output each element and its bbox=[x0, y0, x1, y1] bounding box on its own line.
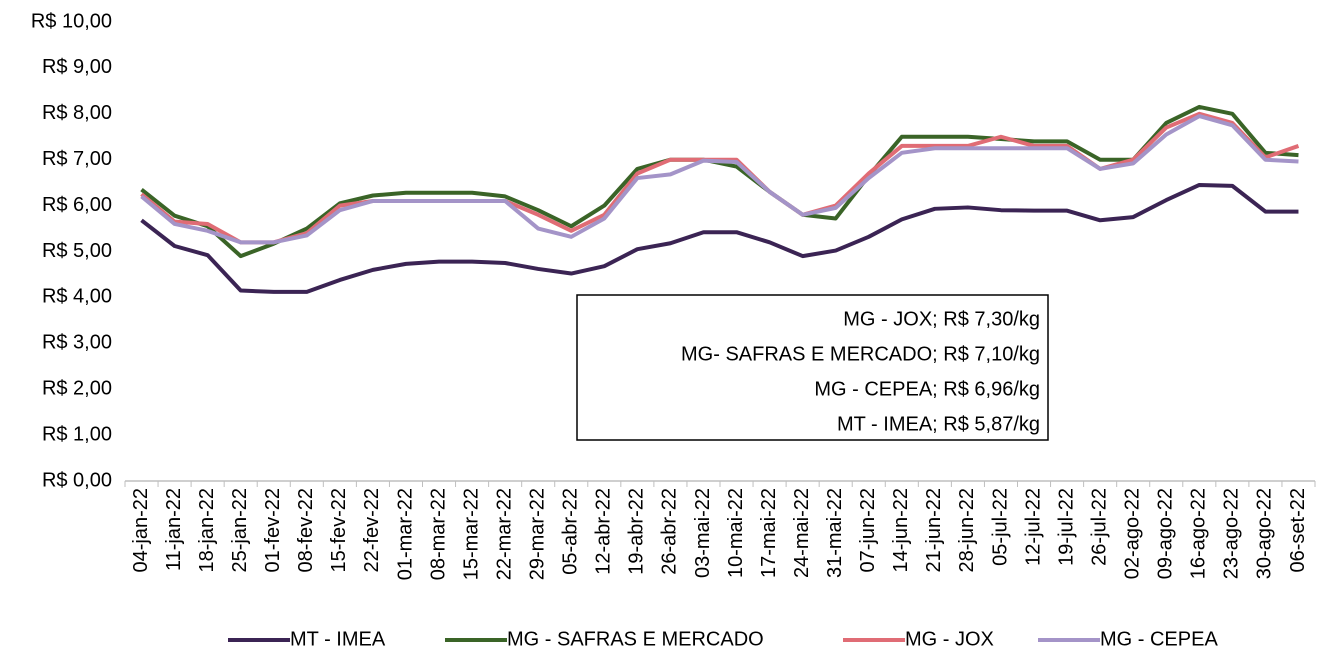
x-tick-label: 15-mar-22 bbox=[460, 488, 482, 580]
x-tick-label: 16-ago-22 bbox=[1188, 488, 1210, 579]
y-tick-label: R$ 9,00 bbox=[42, 56, 112, 78]
x-tick-label: 22-mar-22 bbox=[493, 488, 515, 580]
series-line bbox=[140, 182, 1299, 294]
x-tick-label: 31-mai-22 bbox=[824, 488, 846, 578]
x-tick-label: 24-mai-22 bbox=[791, 488, 813, 578]
x-tick-label: 25-jan-22 bbox=[229, 488, 251, 573]
annotation: MG - CEPEA; R$ 6,96/kg bbox=[814, 378, 1040, 400]
x-tick-label: 02-ago-22 bbox=[1121, 488, 1143, 579]
legend-label: MG - SAFRAS E MERCADO bbox=[507, 628, 764, 650]
y-tick-label: R$ 1,00 bbox=[42, 423, 112, 445]
x-tick-label: 04-jan-22 bbox=[130, 488, 152, 573]
x-tick-label: 05-jul-22 bbox=[989, 488, 1011, 566]
x-tick-label: 01-fev-22 bbox=[262, 488, 284, 573]
y-tick-label: R$ 7,00 bbox=[42, 148, 112, 170]
x-tick-label: 21-jun-22 bbox=[923, 488, 945, 573]
series-line bbox=[140, 114, 1299, 245]
x-tick-label: 29-mar-22 bbox=[526, 488, 548, 580]
x-tick-label: 17-mai-22 bbox=[758, 488, 780, 578]
x-tick-label: 07-jun-22 bbox=[857, 488, 879, 573]
x-tick-label: 23-ago-22 bbox=[1221, 488, 1243, 579]
x-tick-label: 30-ago-22 bbox=[1254, 488, 1276, 579]
y-tick-label: R$ 0,00 bbox=[42, 469, 112, 491]
annotation: MT - IMEA; R$ 5,87/kg bbox=[837, 413, 1040, 435]
x-tick-label: 08-fev-22 bbox=[295, 488, 317, 573]
y-tick-label: R$ 8,00 bbox=[42, 102, 112, 124]
annotation-box bbox=[576, 294, 1049, 441]
x-tick-label: 05-abr-22 bbox=[560, 488, 582, 575]
legend-label: MG - JOX bbox=[905, 628, 994, 650]
x-tick-label: 22-fev-22 bbox=[361, 488, 383, 573]
x-tick-label: 10-mai-22 bbox=[725, 488, 747, 578]
legend-label: MG - CEPEA bbox=[1100, 628, 1218, 650]
x-tick-label: 08-mar-22 bbox=[427, 488, 449, 580]
x-tick-label: 12-jul-22 bbox=[1022, 488, 1044, 566]
x-tick-label: 09-ago-22 bbox=[1155, 488, 1177, 579]
x-tick-label: 28-jun-22 bbox=[956, 488, 978, 573]
y-tick-label: R$ 4,00 bbox=[42, 286, 112, 308]
x-tick-label: 06-set-22 bbox=[1287, 488, 1309, 573]
x-tick-label: 14-jun-22 bbox=[890, 488, 912, 573]
y-tick-label: R$ 10,00 bbox=[31, 10, 112, 32]
x-tick-label: 26-jul-22 bbox=[1088, 488, 1110, 566]
x-tick-label: 19-abr-22 bbox=[626, 488, 648, 575]
annotation: MG - JOX; R$ 7,30/kg bbox=[843, 308, 1040, 330]
y-tick-label: R$ 3,00 bbox=[42, 332, 112, 354]
y-tick-label: R$ 2,00 bbox=[42, 377, 112, 399]
x-tick-label: 11-jan-22 bbox=[163, 488, 185, 571]
x-tick-label: 12-abr-22 bbox=[593, 488, 615, 575]
y-tick-label: R$ 6,00 bbox=[42, 194, 112, 216]
x-tick-label: 26-abr-22 bbox=[659, 488, 681, 575]
x-tick-label: 15-fev-22 bbox=[328, 488, 350, 573]
x-tick-label: 01-mar-22 bbox=[394, 488, 416, 580]
x-tick-label: 19-jul-22 bbox=[1055, 488, 1077, 566]
y-tick-label: R$ 5,00 bbox=[42, 240, 112, 262]
x-tick-label: 18-jan-22 bbox=[196, 488, 218, 573]
legend-label: MT - IMEA bbox=[290, 628, 386, 650]
annotation: MG- SAFRAS E MERCADO; R$ 7,10/kg bbox=[681, 343, 1040, 365]
x-tick-label: 03-mai-22 bbox=[692, 488, 714, 578]
